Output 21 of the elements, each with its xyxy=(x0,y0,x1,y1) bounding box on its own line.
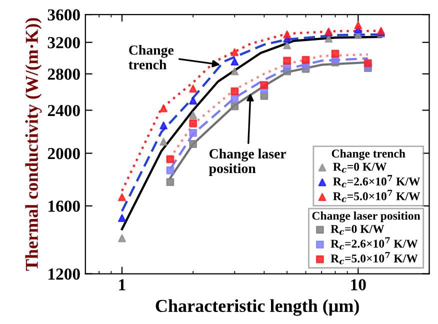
annotation: Change trench xyxy=(332,149,406,160)
annotation: Change laser position xyxy=(312,211,420,222)
y-tick-label: 3600 xyxy=(48,9,80,21)
legend-label: R$_{c}$=0 K/W xyxy=(333,162,387,173)
x-axis-title: Characteristic length (μm) xyxy=(156,299,359,316)
annotation: Change laser position xyxy=(208,148,286,176)
y-tick-label: 1200 xyxy=(48,268,80,280)
y-tick-label: 3200 xyxy=(48,37,80,48)
legend-label: R$_{c}$=2.6×10$^{7}$ K/W xyxy=(330,237,418,250)
x-tick-label: 1 xyxy=(119,279,126,290)
x-tick-label: 10 xyxy=(351,279,366,290)
legend-label: R$_{c}$=0 K/W xyxy=(330,224,384,235)
y-axis-title: Thermal conductivity (W/(m·K)) xyxy=(25,18,42,271)
legend-label: R$_{c}$=5.0×10$^{7}$ K/W xyxy=(333,190,420,202)
annotation: Change trench xyxy=(128,45,174,70)
y-tick-label: 2400 xyxy=(48,104,80,116)
y-tick-label: 1600 xyxy=(48,200,80,212)
y-tick-label: 2800 xyxy=(48,68,80,80)
legend-label: R$_{c}$=2.6×10$^{7}$ K/W xyxy=(333,175,420,188)
legend-label: R$_{c}$=5.0×10$^{7}$ K/W xyxy=(330,252,418,264)
y-tick-label: 2000 xyxy=(48,148,80,160)
